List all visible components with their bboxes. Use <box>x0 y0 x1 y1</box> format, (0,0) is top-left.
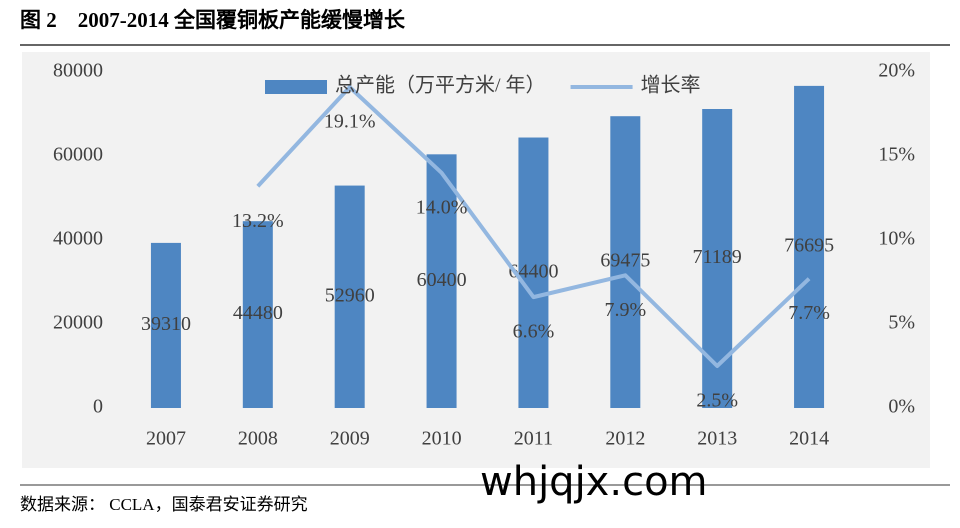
y-tick-label: 0 <box>93 396 103 418</box>
x-tick-label: 2013 <box>697 428 737 450</box>
bar-value-label: 60400 <box>417 269 467 291</box>
bar-value-label: 76695 <box>784 235 834 257</box>
x-tick-label: 2011 <box>514 428 553 450</box>
bar-value-label: 39310 <box>141 313 191 335</box>
line-value-label: 7.7% <box>788 302 830 324</box>
legend-label: 总产能（万平方米/ 年） <box>335 74 546 97</box>
y-tick-label: 20000 <box>53 312 103 334</box>
line-value-label: 13.2% <box>232 210 284 232</box>
bar <box>518 137 549 408</box>
bar-value-label: 69475 <box>600 250 650 272</box>
line <box>256 85 811 368</box>
chart-title: 图 2 2007-2014 全国覆铜板产能缓慢增长 <box>20 8 406 32</box>
x-tick-label: 2008 <box>238 428 278 450</box>
legend-swatch <box>265 80 327 94</box>
bar <box>794 85 825 409</box>
bar <box>426 154 457 408</box>
y2-tick-label: 20% <box>878 60 915 82</box>
line-value-label: 7.9% <box>604 299 646 321</box>
x-tick-label: 2012 <box>605 428 645 450</box>
bar <box>242 221 273 408</box>
line-value-label: 2.5% <box>696 390 738 412</box>
bar <box>150 242 181 408</box>
y2-tick-label: 15% <box>878 144 915 166</box>
y2-tick-label: 0% <box>888 396 915 418</box>
y2-tick-label: 10% <box>878 228 915 250</box>
line-value-label: 6.6% <box>513 321 555 343</box>
bar-value-label: 44480 <box>233 302 283 324</box>
x-tick-label: 2009 <box>330 428 370 450</box>
y-tick-label: 80000 <box>53 60 103 82</box>
y2-tick-label: 5% <box>888 312 915 334</box>
bar <box>610 116 641 408</box>
y-tick-label: 60000 <box>53 144 103 166</box>
plot: 0 20000 40000 60000 80000 0% 5% 10% 15% 20% 2007 20… <box>53 60 915 450</box>
line-value-label: 19.1% <box>324 111 376 133</box>
watermark: whjqjx.com <box>480 459 708 505</box>
bar <box>334 185 365 408</box>
x-tick-label: 2010 <box>422 428 462 450</box>
line-value-label: 14.0% <box>416 196 468 218</box>
x-tick-label: 2007 <box>146 428 186 450</box>
bar-value-label: 52960 <box>325 284 375 306</box>
y-tick-label: 40000 <box>53 228 103 250</box>
x-tick-label: 2014 <box>789 428 829 450</box>
legend-label: 增长率 <box>641 74 701 97</box>
source-note: 数据来源： CCLA，国泰君安证券研究 <box>20 495 308 514</box>
bar-value-label: 71189 <box>693 246 742 268</box>
